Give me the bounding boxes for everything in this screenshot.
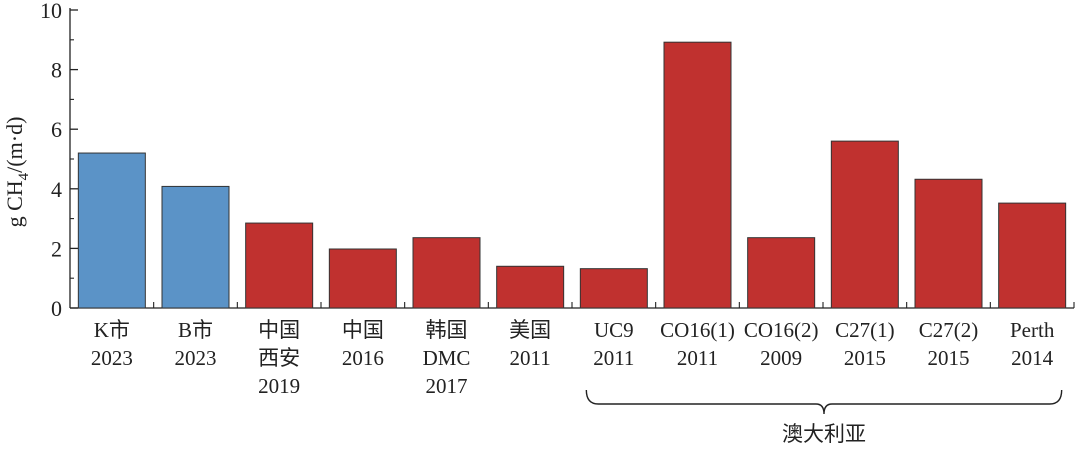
x-tick-label: 2016 [342, 346, 384, 370]
x-tick-label: 2017 [426, 374, 468, 398]
bar [663, 41, 732, 309]
x-tick-label: Perth [1010, 318, 1055, 342]
y-axis-title: g CH4/(m·d) [2, 117, 32, 228]
bar [496, 265, 565, 309]
y-tick-label: 6 [51, 117, 62, 142]
bar [830, 140, 899, 309]
bar [579, 268, 648, 309]
x-tick-label: 2014 [1011, 346, 1054, 370]
x-tick-label: 西安 [258, 346, 300, 370]
x-tick-label: 美国 [509, 318, 551, 342]
x-tick-label: C27(1) [835, 318, 895, 342]
y-tick-label: 8 [51, 58, 62, 83]
group-bracket [585, 389, 1063, 415]
bar [914, 178, 983, 309]
svg-text:g CH4/(m·d): g CH4/(m·d) [2, 117, 32, 228]
x-tick-label: 2011 [593, 346, 634, 370]
bar [245, 222, 314, 309]
x-tick-label: K市 [94, 318, 130, 342]
x-tick-label: C27(2) [919, 318, 979, 342]
x-tick-label: CO16(1) [660, 318, 735, 342]
x-tick-label: CO16(2) [744, 318, 819, 342]
bar [747, 237, 816, 309]
x-tick-label: 中国 [342, 318, 384, 342]
bar [161, 185, 230, 309]
x-tick-label: 2019 [258, 374, 300, 398]
y-tick-label: 2 [51, 236, 62, 261]
x-tick-label: 2023 [175, 346, 217, 370]
bar [77, 152, 146, 309]
bar [412, 237, 481, 309]
x-tick-label: 2015 [928, 346, 970, 370]
x-tick-label: 韩国 [426, 318, 468, 342]
x-tick-label: 2011 [510, 346, 551, 370]
x-tick-label: 中国 [258, 318, 300, 342]
group-label: 澳大利亚 [782, 422, 866, 446]
x-tick-label: UC9 [594, 318, 634, 342]
y-tick-label: 0 [51, 296, 62, 321]
y-tick-label: 10 [40, 0, 62, 23]
x-tick-label: 2015 [844, 346, 886, 370]
x-tick-label: 2023 [91, 346, 133, 370]
y-tick-label: 4 [51, 177, 62, 202]
bar [328, 248, 397, 309]
x-tick-label: B市 [178, 318, 213, 342]
y-axis-title-subscript: 4 [16, 172, 32, 180]
x-tick-label: 2011 [677, 346, 718, 370]
x-tick-label: 2009 [760, 346, 802, 370]
x-tick-label: DMC [423, 346, 471, 370]
bar [998, 202, 1067, 309]
y-axis-title-main: g CH [2, 180, 27, 227]
y-axis-title-unit: /(m·d) [2, 117, 27, 173]
